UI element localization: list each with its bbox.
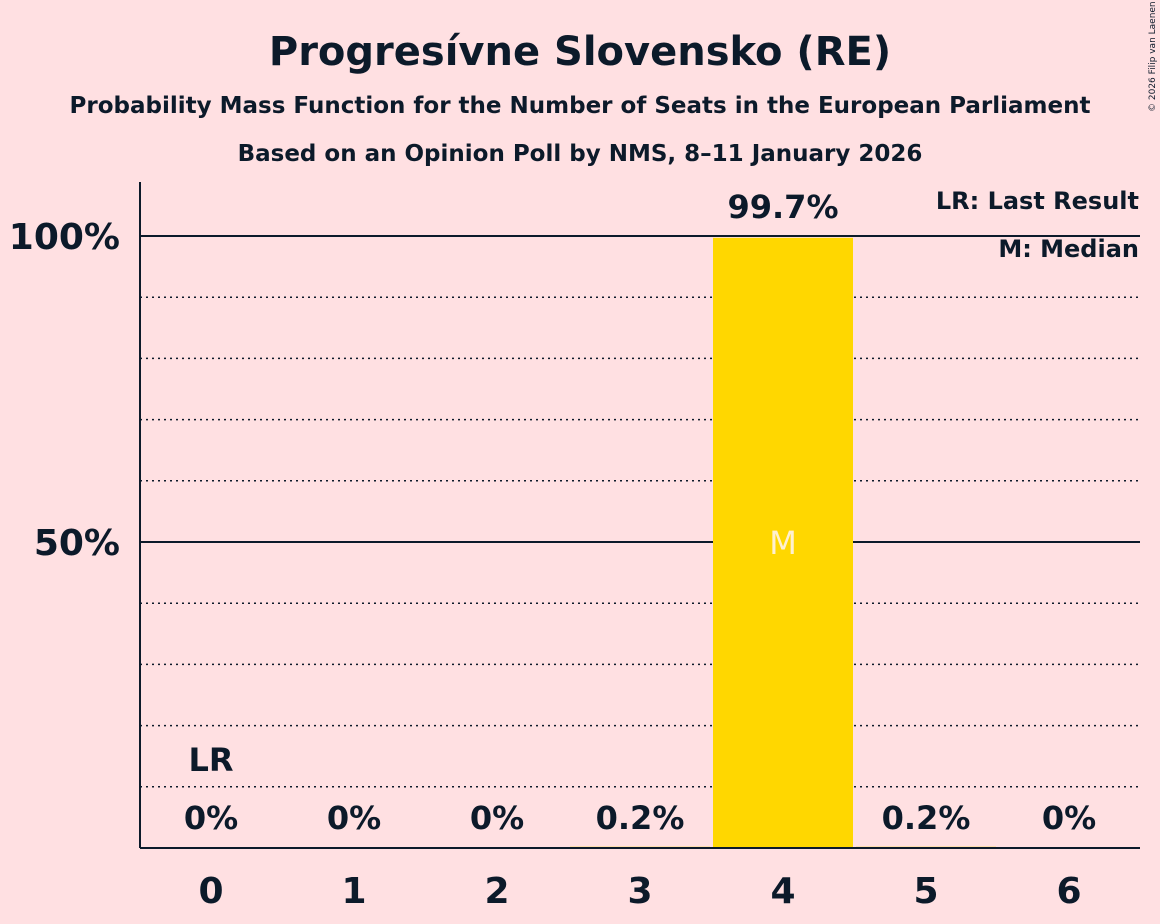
legend: LR: Last Result M: Median bbox=[936, 187, 1139, 263]
value-label: 99.7% bbox=[727, 188, 838, 226]
x-tick-label: 2 bbox=[484, 871, 509, 912]
value-label: 0% bbox=[1042, 799, 1096, 837]
copyright-notice: © 2026 Filip van Laenen bbox=[1148, 1, 1158, 112]
chart-title: Progresívne Slovensko (RE) bbox=[269, 29, 891, 75]
y-tick-label: 50% bbox=[34, 523, 120, 564]
bars bbox=[570, 237, 996, 848]
x-tick-label: 4 bbox=[770, 871, 795, 912]
y-tick-label: 100% bbox=[9, 217, 120, 258]
value-label: 0% bbox=[327, 799, 381, 837]
median-marker: M bbox=[769, 524, 797, 562]
last-result-marker: LR bbox=[188, 741, 233, 779]
value-label: 0.2% bbox=[596, 799, 685, 837]
legend-last-result: LR: Last Result bbox=[936, 187, 1139, 215]
value-label: 0% bbox=[184, 799, 238, 837]
chart-subtitle-poll: Based on an Opinion Poll by NMS, 8–11 Ja… bbox=[238, 141, 923, 167]
x-tick-label: 0 bbox=[198, 871, 223, 912]
gridlines bbox=[140, 235, 1140, 788]
value-label: 0% bbox=[470, 799, 524, 837]
x-tick-label: 3 bbox=[627, 871, 652, 912]
legend-median: M: Median bbox=[998, 235, 1139, 263]
bar-seat-4 bbox=[713, 237, 853, 848]
value-label: 0.2% bbox=[882, 799, 971, 837]
x-tick-label: 5 bbox=[913, 871, 938, 912]
labels: 50% 100% 0 1 2 3 4 5 6 0% 0% 0% 0.2% 99.7% 0.2% 0% M LR bbox=[9, 188, 1096, 912]
x-tick-label: 1 bbox=[341, 871, 366, 912]
axes bbox=[139, 182, 1140, 849]
x-tick-label: 6 bbox=[1056, 871, 1081, 912]
chart-subtitle: Probability Mass Function for the Number… bbox=[70, 93, 1091, 119]
